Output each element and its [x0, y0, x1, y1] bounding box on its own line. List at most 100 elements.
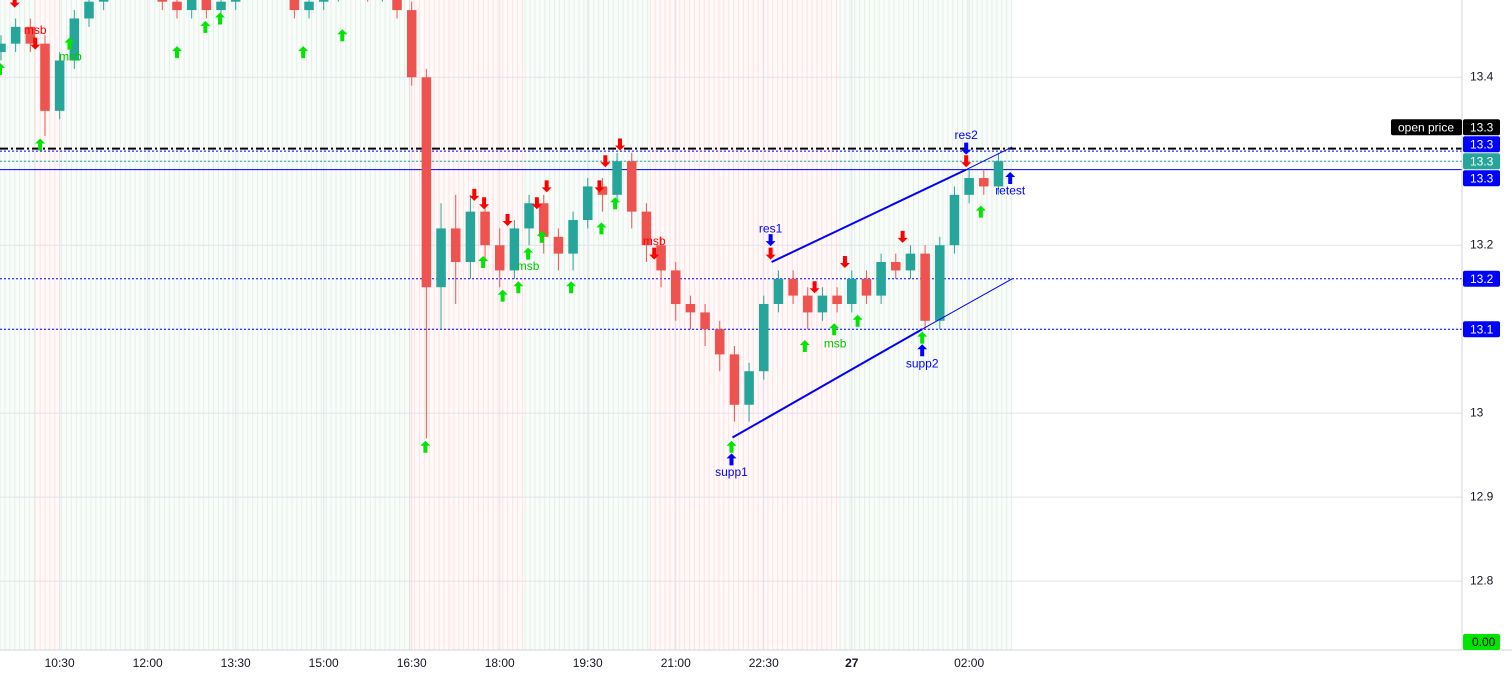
level-name: open price [1398, 120, 1454, 134]
annotation: res2 [955, 128, 979, 142]
candle-body [10, 26, 21, 44]
price-badge [1463, 321, 1500, 338]
candle-body [480, 211, 490, 246]
candle-body [289, 0, 300, 11]
candle-body [758, 304, 769, 372]
candle-body [98, 0, 109, 2]
trend-line [731, 328, 923, 439]
signal-up-arrow [298, 46, 309, 59]
x-tick-label: 15:00 [309, 656, 339, 670]
signal-up-arrow [799, 339, 810, 352]
candle-body [509, 228, 520, 271]
candle-body [582, 186, 593, 221]
annotation: msb [643, 234, 666, 248]
axes: 12.8 12.9 13 13.1 13.2 13.3 13.4 10:30 12:00 13:3… [45, 69, 1500, 670]
candle-body [230, 0, 241, 2]
signal-up-arrow [852, 314, 863, 327]
candle-body [817, 295, 828, 313]
candle-body [729, 354, 740, 405]
pattern-arrow [726, 453, 737, 466]
candle-body [773, 278, 784, 305]
annotation: retest [995, 184, 1026, 198]
candle-body [700, 312, 710, 330]
session-zone [840, 0, 1012, 650]
signal-up-arrow [215, 12, 226, 25]
candle-body [186, 0, 197, 11]
candle-body [157, 0, 168, 2]
signal-up-arrow [829, 323, 840, 336]
price-badge [1463, 270, 1500, 287]
candle-body [0, 43, 6, 53]
price-badge [1463, 136, 1500, 153]
trend-line [921, 278, 1013, 330]
candle-body [392, 0, 402, 11]
annotation: supp1 [715, 465, 748, 479]
signal-up-arrow [200, 20, 211, 33]
annotation: supp2 [906, 357, 939, 371]
pattern-arrow [917, 344, 928, 357]
price-badge-label: 13.2 [1470, 272, 1494, 286]
candle-body [54, 60, 65, 111]
candle-body [524, 203, 534, 229]
candle-body [201, 0, 212, 11]
signal-down-arrow [9, 0, 20, 8]
y-tick-label: 12.8 [1470, 573, 1494, 587]
signal-up-arrow [420, 440, 431, 453]
price-badge-label: 13.3 [1470, 154, 1494, 168]
candle-body [802, 295, 813, 313]
price-badge-label: 13.3 [1470, 120, 1494, 134]
price-badge-label: 13.1 [1470, 322, 1494, 336]
signal-up-arrow [975, 205, 986, 218]
candle-body [318, 0, 329, 2]
signal-up-arrow [523, 247, 534, 260]
signal-down-arrow [479, 197, 490, 210]
candle-body [450, 228, 461, 263]
signal-up-arrow [917, 331, 928, 344]
candle-body [685, 304, 696, 313]
signal-up-arrow [610, 197, 621, 210]
candle-body [465, 211, 476, 263]
candle-body [553, 236, 564, 254]
signal-down-arrow [469, 188, 480, 201]
price-badge-label: 13.3 [1470, 171, 1494, 185]
annotation: res1 [759, 221, 783, 235]
signal-down-arrow [765, 247, 776, 260]
candle-body [905, 253, 916, 271]
annotation: msb [824, 336, 847, 350]
candle-body [876, 262, 886, 296]
candle-body [304, 1, 314, 11]
signal-down-arrow [600, 155, 611, 168]
candle-body [626, 161, 637, 212]
signal-down-arrow [30, 37, 41, 50]
candle-body [40, 43, 50, 111]
candle-body [964, 178, 974, 195]
signal-down-arrow [839, 256, 850, 269]
candle-body [216, 1, 226, 11]
x-tick-label: 19:30 [573, 656, 603, 670]
candle-body [832, 295, 842, 305]
pattern-arrow [1005, 172, 1016, 185]
price-badge-label: 13.3 [1470, 137, 1494, 151]
y-tick-label: 12.9 [1470, 489, 1494, 503]
signal-up-arrow [536, 230, 547, 243]
y-tick-label: 13.2 [1470, 237, 1494, 251]
y-tick-label: 13.4 [1470, 69, 1494, 83]
trend-line [965, 146, 1013, 171]
level-name-badge [1391, 119, 1462, 136]
pattern-arrow [961, 142, 972, 155]
candle-body [744, 371, 754, 405]
candle-body [597, 186, 608, 195]
x-tick-label: 22:30 [749, 656, 779, 670]
annotation: msb [59, 49, 82, 63]
signal-up-arrow [172, 46, 183, 59]
candle-body [172, 1, 182, 11]
candle-body [84, 1, 94, 19]
y-tick-label: 13 [1470, 405, 1484, 419]
candle-body [949, 194, 960, 246]
price-badge [1463, 170, 1500, 187]
candle-body [612, 161, 622, 195]
candle-body [891, 262, 901, 271]
